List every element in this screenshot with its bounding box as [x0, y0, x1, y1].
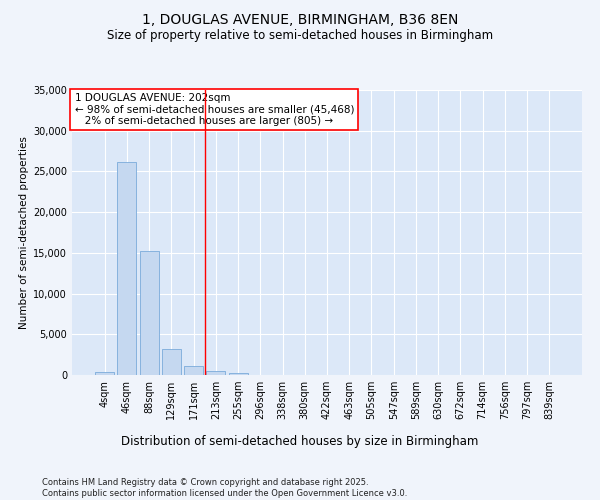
Text: Size of property relative to semi-detached houses in Birmingham: Size of property relative to semi-detach… — [107, 30, 493, 43]
Bar — [140, 251, 158, 375]
Bar — [118, 162, 136, 375]
Bar — [95, 372, 114, 375]
Bar — [184, 366, 203, 375]
Text: Distribution of semi-detached houses by size in Birmingham: Distribution of semi-detached houses by … — [121, 434, 479, 448]
Bar — [229, 373, 248, 375]
Text: 1 DOUGLAS AVENUE: 202sqm
← 98% of semi-detached houses are smaller (45,468)
   2: 1 DOUGLAS AVENUE: 202sqm ← 98% of semi-d… — [74, 93, 354, 126]
Y-axis label: Number of semi-detached properties: Number of semi-detached properties — [19, 136, 29, 329]
Text: Contains HM Land Registry data © Crown copyright and database right 2025.
Contai: Contains HM Land Registry data © Crown c… — [42, 478, 407, 498]
Bar — [206, 372, 225, 375]
Text: 1, DOUGLAS AVENUE, BIRMINGHAM, B36 8EN: 1, DOUGLAS AVENUE, BIRMINGHAM, B36 8EN — [142, 14, 458, 28]
Bar — [162, 348, 181, 375]
